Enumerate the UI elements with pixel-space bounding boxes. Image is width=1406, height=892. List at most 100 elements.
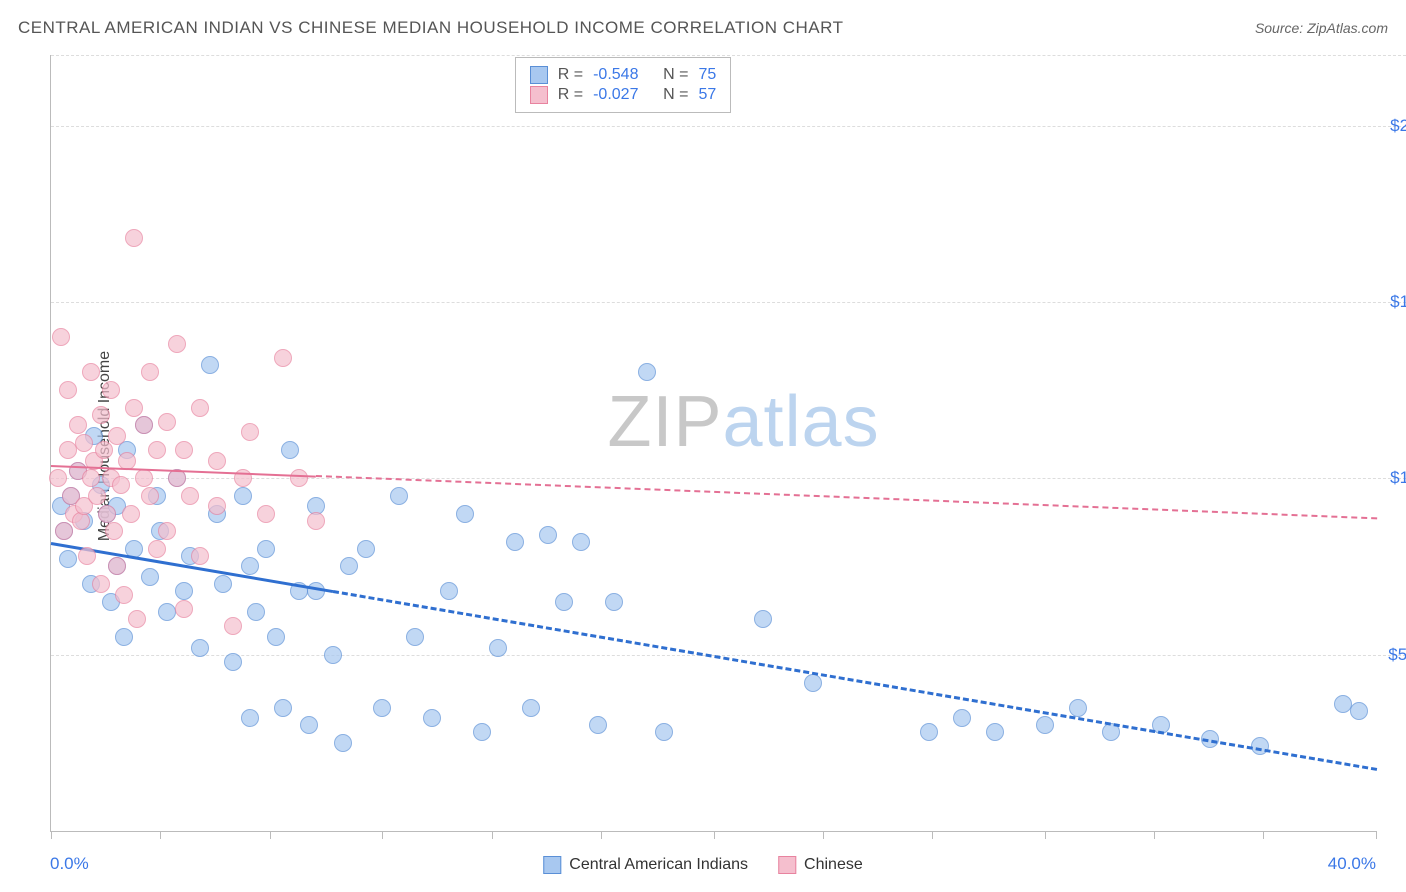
x-tick xyxy=(1045,831,1046,839)
legend-swatch xyxy=(543,856,561,874)
data-point xyxy=(224,617,242,635)
data-point xyxy=(1036,716,1054,734)
legend-item: Central American Indians xyxy=(543,856,748,874)
data-point xyxy=(257,540,275,558)
legend-swatch xyxy=(530,66,548,84)
data-point xyxy=(456,505,474,523)
data-point xyxy=(148,441,166,459)
data-point xyxy=(191,399,209,417)
gridline xyxy=(51,478,1406,479)
data-point xyxy=(290,469,308,487)
data-point xyxy=(59,381,77,399)
data-point xyxy=(555,593,573,611)
data-point xyxy=(423,709,441,727)
r-label: R = xyxy=(558,66,583,84)
data-point xyxy=(300,716,318,734)
r-value: -0.027 xyxy=(593,86,653,104)
data-point xyxy=(986,723,1004,741)
data-point xyxy=(373,699,391,717)
x-tick xyxy=(51,831,52,839)
x-tick xyxy=(932,831,933,839)
gridline xyxy=(51,655,1406,656)
data-point xyxy=(59,441,77,459)
data-point xyxy=(324,646,342,664)
data-point xyxy=(489,639,507,657)
data-point xyxy=(52,328,70,346)
data-point xyxy=(69,416,87,434)
gridline xyxy=(51,126,1406,127)
legend-row: R =-0.548N =75 xyxy=(530,66,716,84)
data-point xyxy=(638,363,656,381)
data-point xyxy=(55,522,73,540)
data-point xyxy=(539,526,557,544)
data-point xyxy=(605,593,623,611)
data-point xyxy=(92,406,110,424)
x-axis-max-label: 40.0% xyxy=(1328,854,1376,874)
data-point xyxy=(95,441,113,459)
x-tick xyxy=(714,831,715,839)
data-point xyxy=(307,512,325,530)
y-tick-label: $200,000 xyxy=(1390,116,1406,136)
correlation-legend: R =-0.548N =75R =-0.027N =57 xyxy=(515,57,731,113)
data-point xyxy=(115,586,133,604)
data-point xyxy=(1334,695,1352,713)
scatter-plot-area: ZIPatlas R =-0.548N =75R =-0.027N =57 $5… xyxy=(50,55,1376,832)
legend-row: R =-0.027N =57 xyxy=(530,86,716,104)
y-tick-label: $150,000 xyxy=(1390,292,1406,312)
data-point xyxy=(655,723,673,741)
data-point xyxy=(88,487,106,505)
x-tick xyxy=(492,831,493,839)
legend-label: Central American Indians xyxy=(569,856,748,874)
data-point xyxy=(340,557,358,575)
data-point xyxy=(201,356,219,374)
data-point xyxy=(158,522,176,540)
data-point xyxy=(108,557,126,575)
x-tick xyxy=(1263,831,1264,839)
data-point xyxy=(214,575,232,593)
data-point xyxy=(589,716,607,734)
data-point xyxy=(158,603,176,621)
x-tick xyxy=(823,831,824,839)
data-point xyxy=(128,610,146,628)
trend-line xyxy=(333,590,1378,771)
x-tick xyxy=(1154,831,1155,839)
data-point xyxy=(98,505,116,523)
data-point xyxy=(390,487,408,505)
data-point xyxy=(135,469,153,487)
data-point xyxy=(406,628,424,646)
data-point xyxy=(357,540,375,558)
watermark: ZIPatlas xyxy=(608,381,880,463)
n-value: 57 xyxy=(698,86,716,104)
data-point xyxy=(334,734,352,752)
x-tick xyxy=(601,831,602,839)
n-label: N = xyxy=(663,86,688,104)
x-tick xyxy=(270,831,271,839)
gridline xyxy=(51,302,1406,303)
source-link[interactable]: ZipAtlas.com xyxy=(1307,20,1388,36)
x-tick xyxy=(160,831,161,839)
chart-title: CENTRAL AMERICAN INDIAN VS CHINESE MEDIA… xyxy=(18,18,843,38)
chart-header: CENTRAL AMERICAN INDIAN VS CHINESE MEDIA… xyxy=(18,18,1388,38)
gridline xyxy=(51,55,1406,56)
legend-swatch xyxy=(530,86,548,104)
data-point xyxy=(241,709,259,727)
data-point xyxy=(473,723,491,741)
y-tick-label: $50,000 xyxy=(1388,645,1406,665)
data-point xyxy=(158,413,176,431)
data-point xyxy=(241,557,259,575)
data-point xyxy=(148,540,166,558)
r-value: -0.548 xyxy=(593,66,653,84)
data-point xyxy=(440,582,458,600)
data-point xyxy=(125,399,143,417)
data-point xyxy=(141,363,159,381)
data-point xyxy=(125,229,143,247)
data-point xyxy=(1069,699,1087,717)
data-point xyxy=(135,416,153,434)
data-point xyxy=(141,487,159,505)
legend-label: Chinese xyxy=(804,856,863,874)
series-legend: Central American Indians Chinese xyxy=(543,856,862,874)
data-point xyxy=(175,582,193,600)
data-point xyxy=(92,575,110,593)
data-point xyxy=(75,434,93,452)
data-point xyxy=(181,487,199,505)
